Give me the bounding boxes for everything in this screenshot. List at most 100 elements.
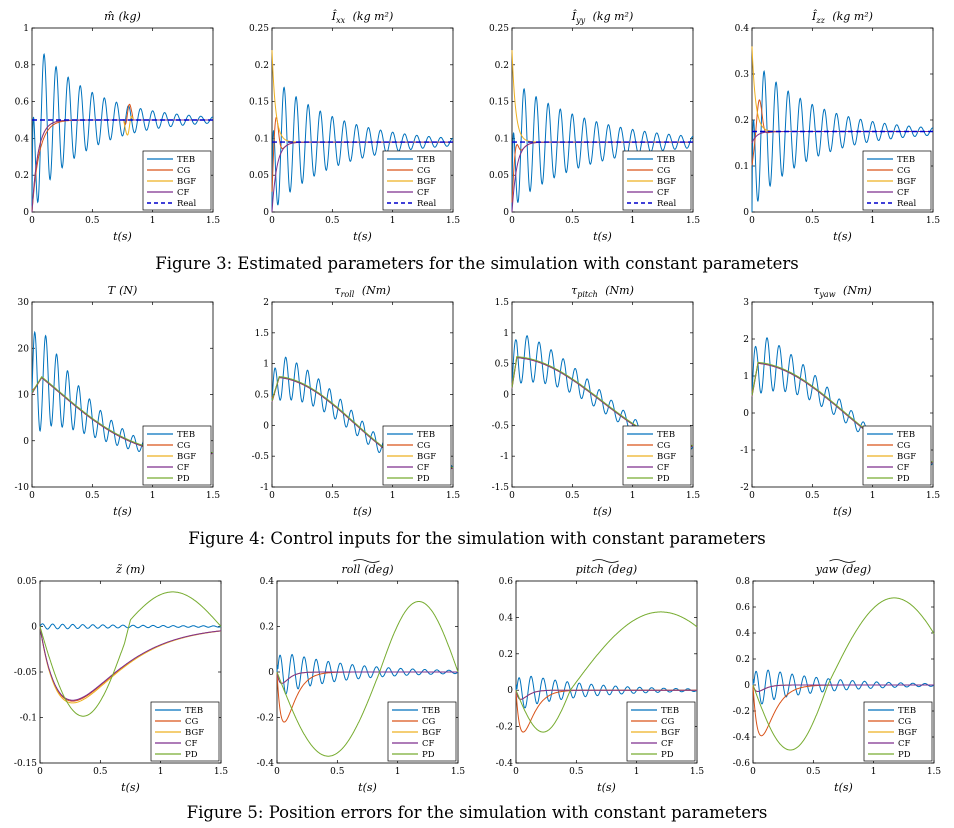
y-tick-label: -0.05	[14, 668, 37, 678]
legend-label: BGF	[897, 452, 916, 462]
legend-label: CF	[422, 739, 435, 749]
y-tick-label: 0	[743, 208, 749, 218]
y-tick-label: 0.25	[249, 24, 269, 34]
chart-tpitch: 0 0.5 1 1.5 -1.5 -1 -0.5 0 0.5 1 1.5 t(s) τpitch (Nm…	[492, 284, 701, 518]
y-tick-label: 1.5	[495, 298, 510, 308]
legend-label: CF	[657, 463, 670, 473]
legend-label: BGF	[657, 452, 676, 462]
y-tick-label: 0.05	[17, 577, 37, 587]
legend-label: BGF	[417, 177, 436, 187]
x-tick-label: 1.5	[927, 767, 942, 777]
chart-epitch: 0 0.5 1 1.5 -0.4 -0.2 0 0.2 0.4 0.6 t(s) pitch (deg)…	[496, 559, 705, 794]
series-PD	[39, 591, 222, 717]
series-CG	[39, 626, 221, 702]
x-tick-label: 0	[29, 216, 35, 226]
series-TEB	[276, 653, 459, 695]
y-tick-label: 0.4	[736, 629, 751, 639]
y-tick-label: 0	[743, 409, 749, 419]
chart-iyy: 0 0.5 1 1.5 0 0.05 0.1 0.15 0.2 0.25 t(s) Îyy (kg m…	[489, 9, 700, 243]
x-tick-label: 1	[158, 767, 164, 777]
y-tick-label: 0.6	[15, 98, 30, 108]
y-tick-label: 0	[268, 668, 274, 678]
y-tick-label: 30	[18, 298, 30, 308]
y-tick-label: 0.25	[489, 24, 509, 34]
chart-title: pitch (deg)	[576, 563, 637, 576]
legend-label: CF	[897, 463, 910, 473]
series-TEB	[751, 70, 934, 213]
y-tick-label: 0.2	[495, 61, 509, 71]
legend-label: CF	[177, 188, 190, 198]
series-CF	[39, 626, 221, 701]
y-tick-label: 0.6	[736, 603, 751, 613]
chart-tyaw: 0 0.5 1 1.5 -2 -1 0 1 2 3 t(s) τyaw (Nm) TEBCGBGFCFP…	[740, 284, 940, 518]
series-CF	[752, 684, 934, 692]
legend-label: Real	[897, 199, 916, 209]
x-tick-label: 0	[269, 216, 275, 226]
figure-3-caption: Figure 3: Estimated parameters for the s…	[155, 254, 799, 273]
y-tick-label: 0.4	[735, 24, 750, 34]
y-tick-label: -1	[740, 446, 749, 456]
x-tick-label: 1.5	[926, 491, 941, 501]
y-tick-label: 0.6	[499, 577, 514, 587]
legend-label: PD	[177, 474, 190, 484]
legend-box	[142, 425, 212, 486]
y-tick-label: 0	[503, 391, 509, 401]
x-tick-label: 1.5	[690, 767, 705, 777]
y-tick-label: 0.05	[489, 171, 509, 181]
legend-label: CG	[661, 717, 675, 727]
x-axis-label: t(s)	[593, 505, 612, 518]
y-tick-label: -0.6	[733, 759, 751, 769]
x-tick-label: 0	[274, 767, 280, 777]
x-tick-label: 0	[269, 491, 275, 501]
x-tick-label: 1	[870, 216, 876, 226]
x-axis-label: t(s)	[113, 505, 132, 518]
y-tick-label: 20	[18, 344, 30, 354]
y-tick-label: 0	[263, 208, 269, 218]
x-tick-label: 1	[150, 491, 156, 501]
y-tick-label: 0	[23, 208, 29, 218]
x-tick-label: 0.5	[325, 491, 340, 501]
x-tick-label: 1.5	[686, 216, 701, 226]
y-tick-label: 0.4	[260, 577, 275, 587]
x-tick-label: 0	[749, 491, 755, 501]
y-tick-label: 1	[23, 24, 29, 34]
y-tick-label: -0.2	[257, 714, 274, 724]
x-tick-label: 0	[513, 767, 519, 777]
legend-label: BGF	[417, 452, 436, 462]
y-tick-label: 0.15	[249, 98, 269, 108]
legend-label: CG	[422, 717, 436, 727]
legend-label: PD	[897, 474, 910, 484]
series-TEB	[39, 623, 222, 630]
y-tick-label: 0.4	[499, 613, 514, 623]
legend-label: TEB	[661, 706, 679, 716]
y-tick-label: -0.5	[492, 421, 510, 431]
chart-troll: 0 0.5 1 1.5 -1 -0.5 0 0.5 1 1.5 2 t(s) τroll (Nm) TEB…	[252, 284, 461, 518]
legend-label: CF	[898, 739, 911, 749]
x-axis-label: t(s)	[113, 230, 132, 243]
x-tick-label: 1	[395, 767, 401, 777]
y-tick-label: 0.2	[260, 623, 274, 633]
legend-label: CG	[417, 166, 431, 176]
y-tick-label: -0.4	[733, 733, 751, 743]
legend-label: BGF	[657, 177, 676, 187]
x-tick-label: 0	[37, 767, 43, 777]
legend-label: PD	[657, 474, 670, 484]
x-axis-label: t(s)	[358, 781, 377, 794]
x-axis-label: t(s)	[353, 505, 372, 518]
x-tick-label: 1	[390, 216, 396, 226]
legend-label: TEB	[177, 430, 195, 440]
chart-eroll: 0 0.5 1 1.5-0.4-0.200.20.4t(s)roll (deg)TEBC…	[257, 559, 465, 794]
x-tick-label: 1	[871, 767, 877, 777]
y-tick-label: 0.1	[255, 134, 269, 144]
y-tick-label: 3	[743, 298, 749, 308]
series-BGF	[271, 50, 453, 143]
y-tick-label: -10	[15, 483, 30, 493]
figure-5-caption: Figure 5: Position errors for the simula…	[186, 803, 768, 822]
x-tick-label: 0.5	[569, 767, 584, 777]
x-tick-label: 0.5	[805, 491, 820, 501]
